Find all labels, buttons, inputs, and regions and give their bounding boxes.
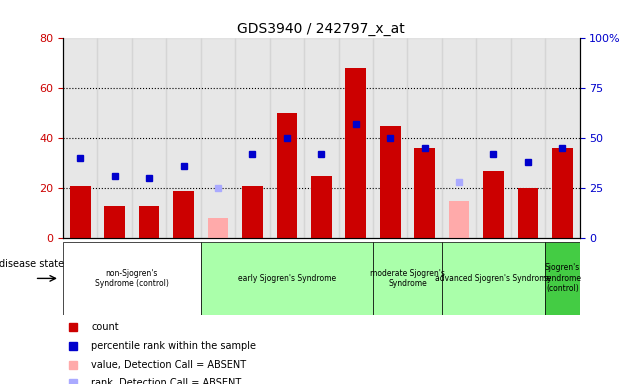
Bar: [70, 186, 91, 238]
Bar: [132, 38, 166, 238]
Bar: [415, 148, 435, 238]
Bar: [442, 38, 476, 238]
Bar: [105, 206, 125, 238]
Bar: [380, 126, 401, 238]
Text: disease state: disease state: [0, 259, 64, 269]
Bar: [345, 68, 366, 238]
FancyBboxPatch shape: [442, 242, 545, 315]
Bar: [311, 176, 331, 238]
Bar: [338, 38, 373, 238]
Text: Sjogren's
syndrome
(control): Sjogren's syndrome (control): [544, 263, 581, 293]
Bar: [483, 170, 504, 238]
Bar: [476, 38, 511, 238]
Text: moderate Sjogren's
Syndrome: moderate Sjogren's Syndrome: [370, 269, 445, 288]
Text: value, Detection Call = ABSENT: value, Detection Call = ABSENT: [91, 360, 246, 370]
FancyBboxPatch shape: [201, 242, 373, 315]
Bar: [270, 38, 304, 238]
FancyBboxPatch shape: [545, 242, 580, 315]
Bar: [518, 188, 538, 238]
Bar: [98, 38, 132, 238]
Text: percentile rank within the sample: percentile rank within the sample: [91, 341, 256, 351]
Text: non-Sjogren's
Syndrome (control): non-Sjogren's Syndrome (control): [95, 269, 169, 288]
FancyBboxPatch shape: [63, 242, 201, 315]
Bar: [511, 38, 545, 238]
Bar: [545, 38, 580, 238]
FancyBboxPatch shape: [373, 242, 442, 315]
Bar: [173, 190, 194, 238]
Bar: [201, 38, 235, 238]
Bar: [139, 206, 159, 238]
Bar: [408, 38, 442, 238]
Bar: [449, 200, 469, 238]
Text: count: count: [91, 322, 119, 332]
Text: rank, Detection Call = ABSENT: rank, Detection Call = ABSENT: [91, 377, 242, 384]
Bar: [208, 218, 228, 238]
Bar: [63, 38, 98, 238]
Bar: [552, 148, 573, 238]
Text: advanced Sjogren's Syndrome: advanced Sjogren's Syndrome: [435, 274, 551, 283]
Bar: [277, 113, 297, 238]
Bar: [304, 38, 338, 238]
Bar: [373, 38, 408, 238]
Bar: [235, 38, 270, 238]
Title: GDS3940 / 242797_x_at: GDS3940 / 242797_x_at: [238, 22, 405, 36]
Text: early Sjogren's Syndrome: early Sjogren's Syndrome: [238, 274, 336, 283]
Bar: [166, 38, 201, 238]
Bar: [242, 186, 263, 238]
